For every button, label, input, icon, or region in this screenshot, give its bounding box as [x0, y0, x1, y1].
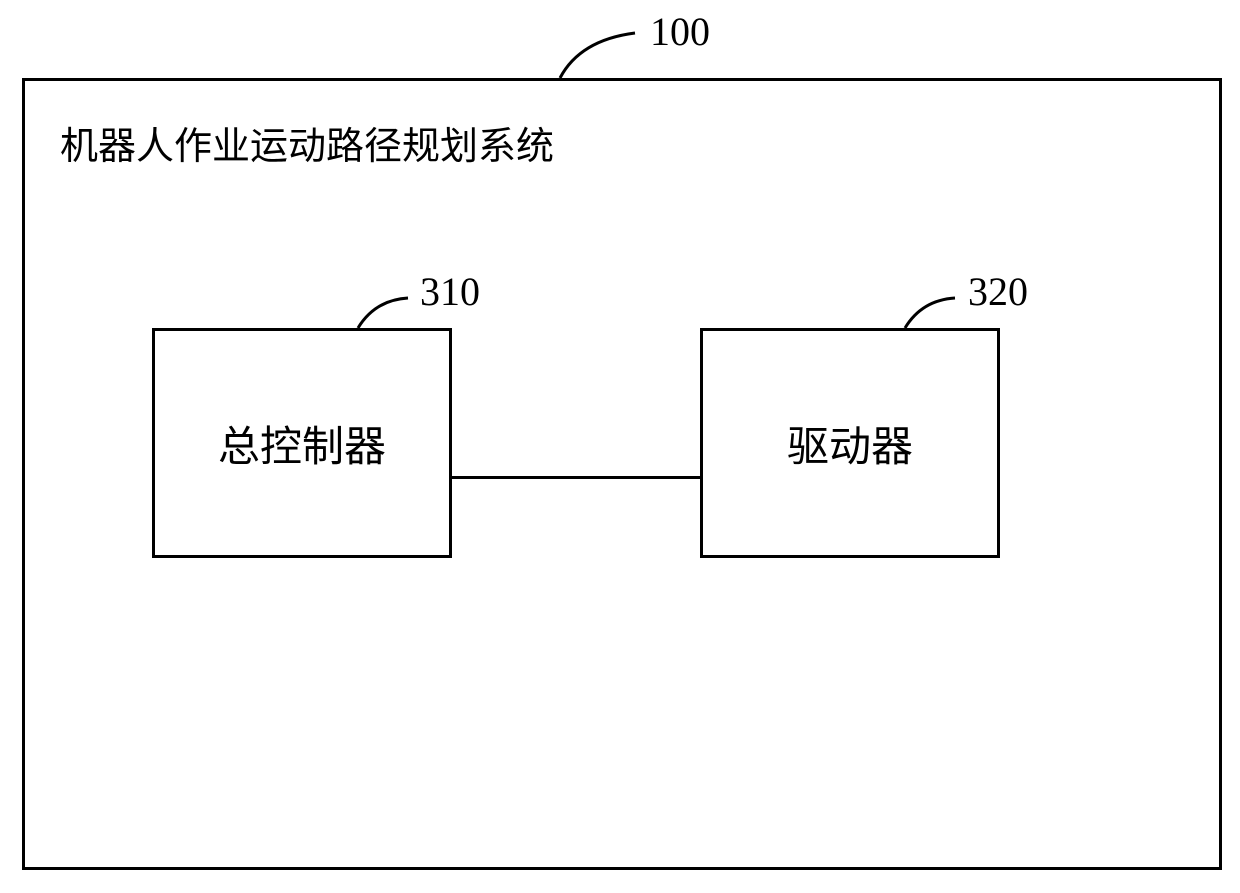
- leader-line-driver: [0, 0, 1240, 893]
- connector-controller-driver: [452, 476, 700, 479]
